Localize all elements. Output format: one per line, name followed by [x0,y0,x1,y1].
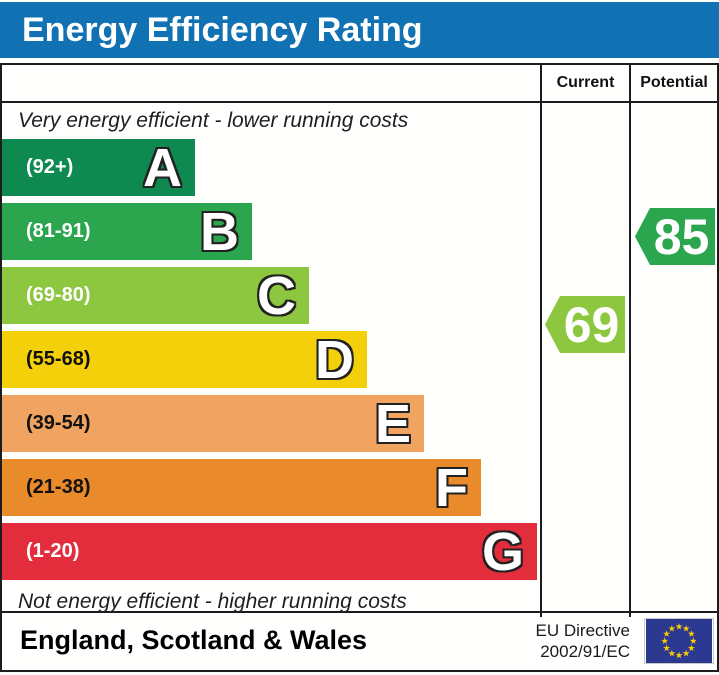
footer-right-group: EU Directive 2002/91/EC [536,617,714,664]
current-rating-pointer: 69 [545,296,625,353]
table-body: Very energy efficient - lower running co… [2,103,717,617]
chart-title: Energy Efficiency Rating [22,10,423,49]
band-b-letter: B [200,201,239,262]
band-e-range: (39-54) [26,412,91,434]
band-d-bar: (55-68) D [2,331,367,388]
band-a-bar: (92+) A [2,139,195,196]
chart-title-bar: Energy Efficiency Rating [0,2,719,58]
band-row-e: (39-54) E [2,395,540,452]
band-d-letter: D [315,329,354,390]
bands-area: Very energy efficient - lower running co… [2,103,540,617]
potential-column-header: Potential [629,65,717,101]
band-row-b: (81-91) B [2,203,540,260]
band-row-c: (69-80) C [2,267,540,324]
potential-column: 85 [629,103,717,617]
eu-directive-line2: 2002/91/EC [540,641,630,661]
band-row-a: (92+) A [2,139,540,196]
band-b-bar: (81-91) B [2,203,252,260]
band-row-g: (1-20) G [2,523,540,580]
band-row-d: (55-68) D [2,331,540,388]
band-a-letter: A [143,137,182,198]
band-row-f: (21-38) F [2,459,540,516]
potential-rating-pointer: 85 [635,208,715,265]
band-f-bar: (21-38) F [2,459,481,516]
band-c-range: (69-80) [26,284,91,306]
top-note: Very energy efficient - lower running co… [18,109,409,132]
eu-directive-label: EU Directive 2002/91/EC [536,620,630,662]
current-column: 69 [540,103,629,617]
band-g-range: (1-20) [26,540,80,562]
potential-rating-value: 85 [653,208,710,265]
band-g-bar: (1-20) G [2,523,537,580]
region-label: England, Scotland & Wales [20,625,368,655]
table-header-row: Current Potential [2,65,717,103]
eu-flag-icon [644,617,714,664]
band-e-letter: E [374,393,411,454]
band-f-letter: F [435,457,468,518]
table-footer: England, Scotland & Wales EU Directive 2… [2,613,717,668]
rating-table: Current Potential Very energy efficient … [0,63,719,672]
band-b-range: (81-91) [26,220,91,242]
header-spacer [2,65,540,101]
band-e-bar: (39-54) E [2,395,424,452]
current-column-header: Current [540,65,629,101]
band-f-range: (21-38) [26,476,91,498]
eu-directive-line1: EU Directive [535,620,630,640]
band-c-bar: (69-80) C [2,267,309,324]
band-d-range: (55-68) [26,348,91,370]
band-g-letter: G [481,521,524,582]
band-c-letter: C [257,265,296,326]
band-a-range: (92+) [26,156,74,178]
bottom-note: Not energy efficient - higher running co… [18,590,407,613]
current-rating-value: 69 [563,296,620,353]
